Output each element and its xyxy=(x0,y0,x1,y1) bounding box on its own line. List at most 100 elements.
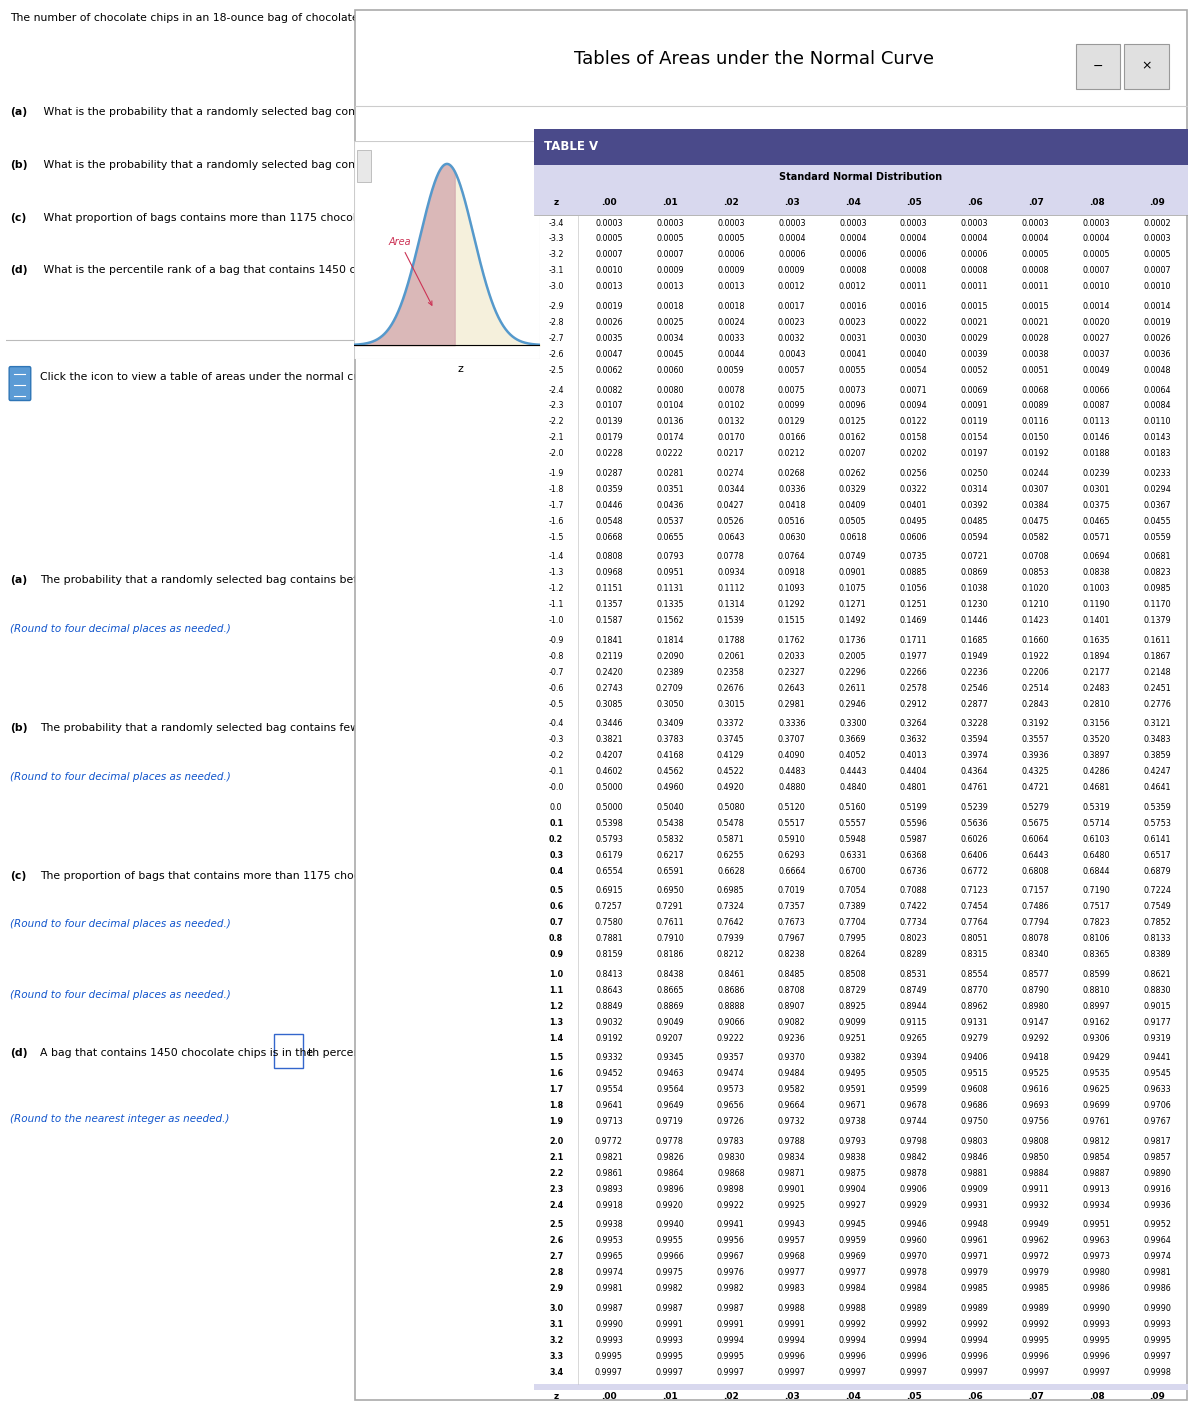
Text: 0.9989: 0.9989 xyxy=(961,1304,989,1313)
Text: 0.1: 0.1 xyxy=(550,819,563,827)
Text: 1.1: 1.1 xyxy=(550,986,563,995)
Text: 0.0179: 0.0179 xyxy=(595,433,623,442)
Text: 0.9192: 0.9192 xyxy=(595,1034,623,1043)
Text: 0.9147: 0.9147 xyxy=(1021,1017,1050,1027)
Text: 0.5910: 0.5910 xyxy=(778,834,805,844)
Bar xyxy=(356,149,371,182)
Text: 0.4801: 0.4801 xyxy=(900,784,928,792)
Text: .09: .09 xyxy=(1150,1392,1165,1401)
Text: -1.5: -1.5 xyxy=(548,533,564,542)
Text: 0.9292: 0.9292 xyxy=(1021,1034,1050,1043)
Text: 0.8461: 0.8461 xyxy=(718,969,745,979)
Bar xyxy=(274,1034,302,1068)
Text: 0.0004: 0.0004 xyxy=(900,235,928,243)
Text: .04: .04 xyxy=(845,198,860,207)
Text: 0.9976: 0.9976 xyxy=(716,1268,745,1278)
Text: 0.0045: 0.0045 xyxy=(656,350,684,359)
Text: 0.0256: 0.0256 xyxy=(900,469,928,478)
Text: 0.8365: 0.8365 xyxy=(1082,950,1110,960)
Text: 0.9306: 0.9306 xyxy=(1082,1034,1110,1043)
Text: 0.7291: 0.7291 xyxy=(656,902,684,912)
Text: 0.2451: 0.2451 xyxy=(1144,684,1171,692)
Text: 0.0011: 0.0011 xyxy=(961,283,989,291)
Text: 0.0375: 0.0375 xyxy=(1082,501,1110,509)
Text: 0.9987: 0.9987 xyxy=(595,1304,623,1313)
Text: 0.0008: 0.0008 xyxy=(900,266,928,276)
Text: 0.5398: 0.5398 xyxy=(595,819,623,827)
Text: 0.9706: 0.9706 xyxy=(1144,1102,1171,1110)
Text: 0.4129: 0.4129 xyxy=(716,751,745,760)
Text: 0.0064: 0.0064 xyxy=(1144,386,1171,394)
Text: 0.0006: 0.0006 xyxy=(839,250,866,259)
Text: 2.3: 2.3 xyxy=(550,1185,563,1193)
Text: 0.9978: 0.9978 xyxy=(900,1268,928,1278)
Text: 0.0033: 0.0033 xyxy=(718,333,745,343)
Bar xyxy=(534,129,1188,165)
Text: The probability that a randomly selected bag contains between 1100 and 1500 choc: The probability that a randomly selected… xyxy=(40,575,574,585)
Text: 0.2546: 0.2546 xyxy=(961,684,989,692)
Text: 0.0003: 0.0003 xyxy=(595,218,623,228)
Text: 0.9987: 0.9987 xyxy=(656,1304,684,1313)
Text: 0.9973: 0.9973 xyxy=(1082,1252,1110,1261)
Text: 0.1611: 0.1611 xyxy=(1144,636,1171,644)
Text: 0.3707: 0.3707 xyxy=(778,736,805,744)
Text: 0.9995: 0.9995 xyxy=(595,1352,623,1361)
Text: 0.0228: 0.0228 xyxy=(595,449,623,459)
Text: 0.0154: 0.0154 xyxy=(961,433,989,442)
Text: (Round to four decimal places as needed.): (Round to four decimal places as needed.… xyxy=(11,920,232,930)
Text: 0.8869: 0.8869 xyxy=(656,1002,684,1010)
Text: 0.0078: 0.0078 xyxy=(718,386,745,394)
Text: 0.3669: 0.3669 xyxy=(839,736,866,744)
Text: 0.9925: 0.9925 xyxy=(778,1200,806,1210)
Text: 0.9616: 0.9616 xyxy=(1022,1085,1050,1095)
Text: 0.1131: 0.1131 xyxy=(656,584,684,594)
Text: 0.5: 0.5 xyxy=(550,886,563,895)
Text: 0.1660: 0.1660 xyxy=(1022,636,1049,644)
Text: 0.9896: 0.9896 xyxy=(656,1185,684,1193)
Text: .08: .08 xyxy=(1088,1392,1104,1401)
Text: −: − xyxy=(1093,59,1103,73)
Text: 0.0668: 0.0668 xyxy=(595,533,623,542)
Text: 0.1003: 0.1003 xyxy=(1082,584,1110,594)
Text: 0.9984: 0.9984 xyxy=(839,1285,866,1293)
Text: 0.0968: 0.0968 xyxy=(595,568,623,577)
Text: 0.9909: 0.9909 xyxy=(961,1185,989,1193)
Text: .06: .06 xyxy=(967,1392,983,1401)
Text: 0.5000: 0.5000 xyxy=(595,803,623,812)
Text: 0.9916: 0.9916 xyxy=(1144,1185,1171,1193)
Text: 0.0778: 0.0778 xyxy=(716,553,745,561)
Text: 0.0951: 0.0951 xyxy=(656,568,684,577)
Text: 0.0051: 0.0051 xyxy=(1022,366,1050,374)
Text: 0.0559: 0.0559 xyxy=(1144,533,1171,542)
Text: 0.9959: 0.9959 xyxy=(839,1237,866,1245)
Text: 0.2296: 0.2296 xyxy=(839,668,866,677)
Text: 0.0281: 0.0281 xyxy=(656,469,684,478)
Text: -2.3: -2.3 xyxy=(548,401,564,411)
Text: 0.0808: 0.0808 xyxy=(595,553,623,561)
Text: 0.0010: 0.0010 xyxy=(595,266,623,276)
Text: 0.9066: 0.9066 xyxy=(718,1017,745,1027)
Text: -2.5: -2.5 xyxy=(548,366,564,374)
Text: 0.0136: 0.0136 xyxy=(656,418,684,426)
Text: 0.0122: 0.0122 xyxy=(900,418,928,426)
Text: 0.5239: 0.5239 xyxy=(961,803,989,812)
Text: 0.0084: 0.0084 xyxy=(1144,401,1171,411)
Text: 0.3936: 0.3936 xyxy=(1022,751,1050,760)
Text: 0.6026: 0.6026 xyxy=(961,834,989,844)
Text: 0.9808: 0.9808 xyxy=(1022,1137,1050,1145)
Text: 0.9953: 0.9953 xyxy=(595,1237,623,1245)
Text: 0.0301: 0.0301 xyxy=(1082,485,1110,494)
Text: 0.9834: 0.9834 xyxy=(778,1152,805,1162)
Text: 0.0146: 0.0146 xyxy=(1082,433,1110,442)
Text: 0.1922: 0.1922 xyxy=(1021,651,1050,661)
Text: 0.9948: 0.9948 xyxy=(961,1220,989,1230)
Text: 0.0019: 0.0019 xyxy=(1144,318,1171,326)
Text: 0.0336: 0.0336 xyxy=(778,485,805,494)
Text: 0.9884: 0.9884 xyxy=(1022,1169,1050,1178)
Text: 2.6: 2.6 xyxy=(550,1237,563,1245)
Text: 0.9936: 0.9936 xyxy=(1144,1200,1171,1210)
Text: 0.9990: 0.9990 xyxy=(1144,1304,1171,1313)
Text: 0.9535: 0.9535 xyxy=(1082,1069,1110,1078)
Text: 0.3192: 0.3192 xyxy=(1021,719,1050,729)
Text: 0.0047: 0.0047 xyxy=(595,350,623,359)
